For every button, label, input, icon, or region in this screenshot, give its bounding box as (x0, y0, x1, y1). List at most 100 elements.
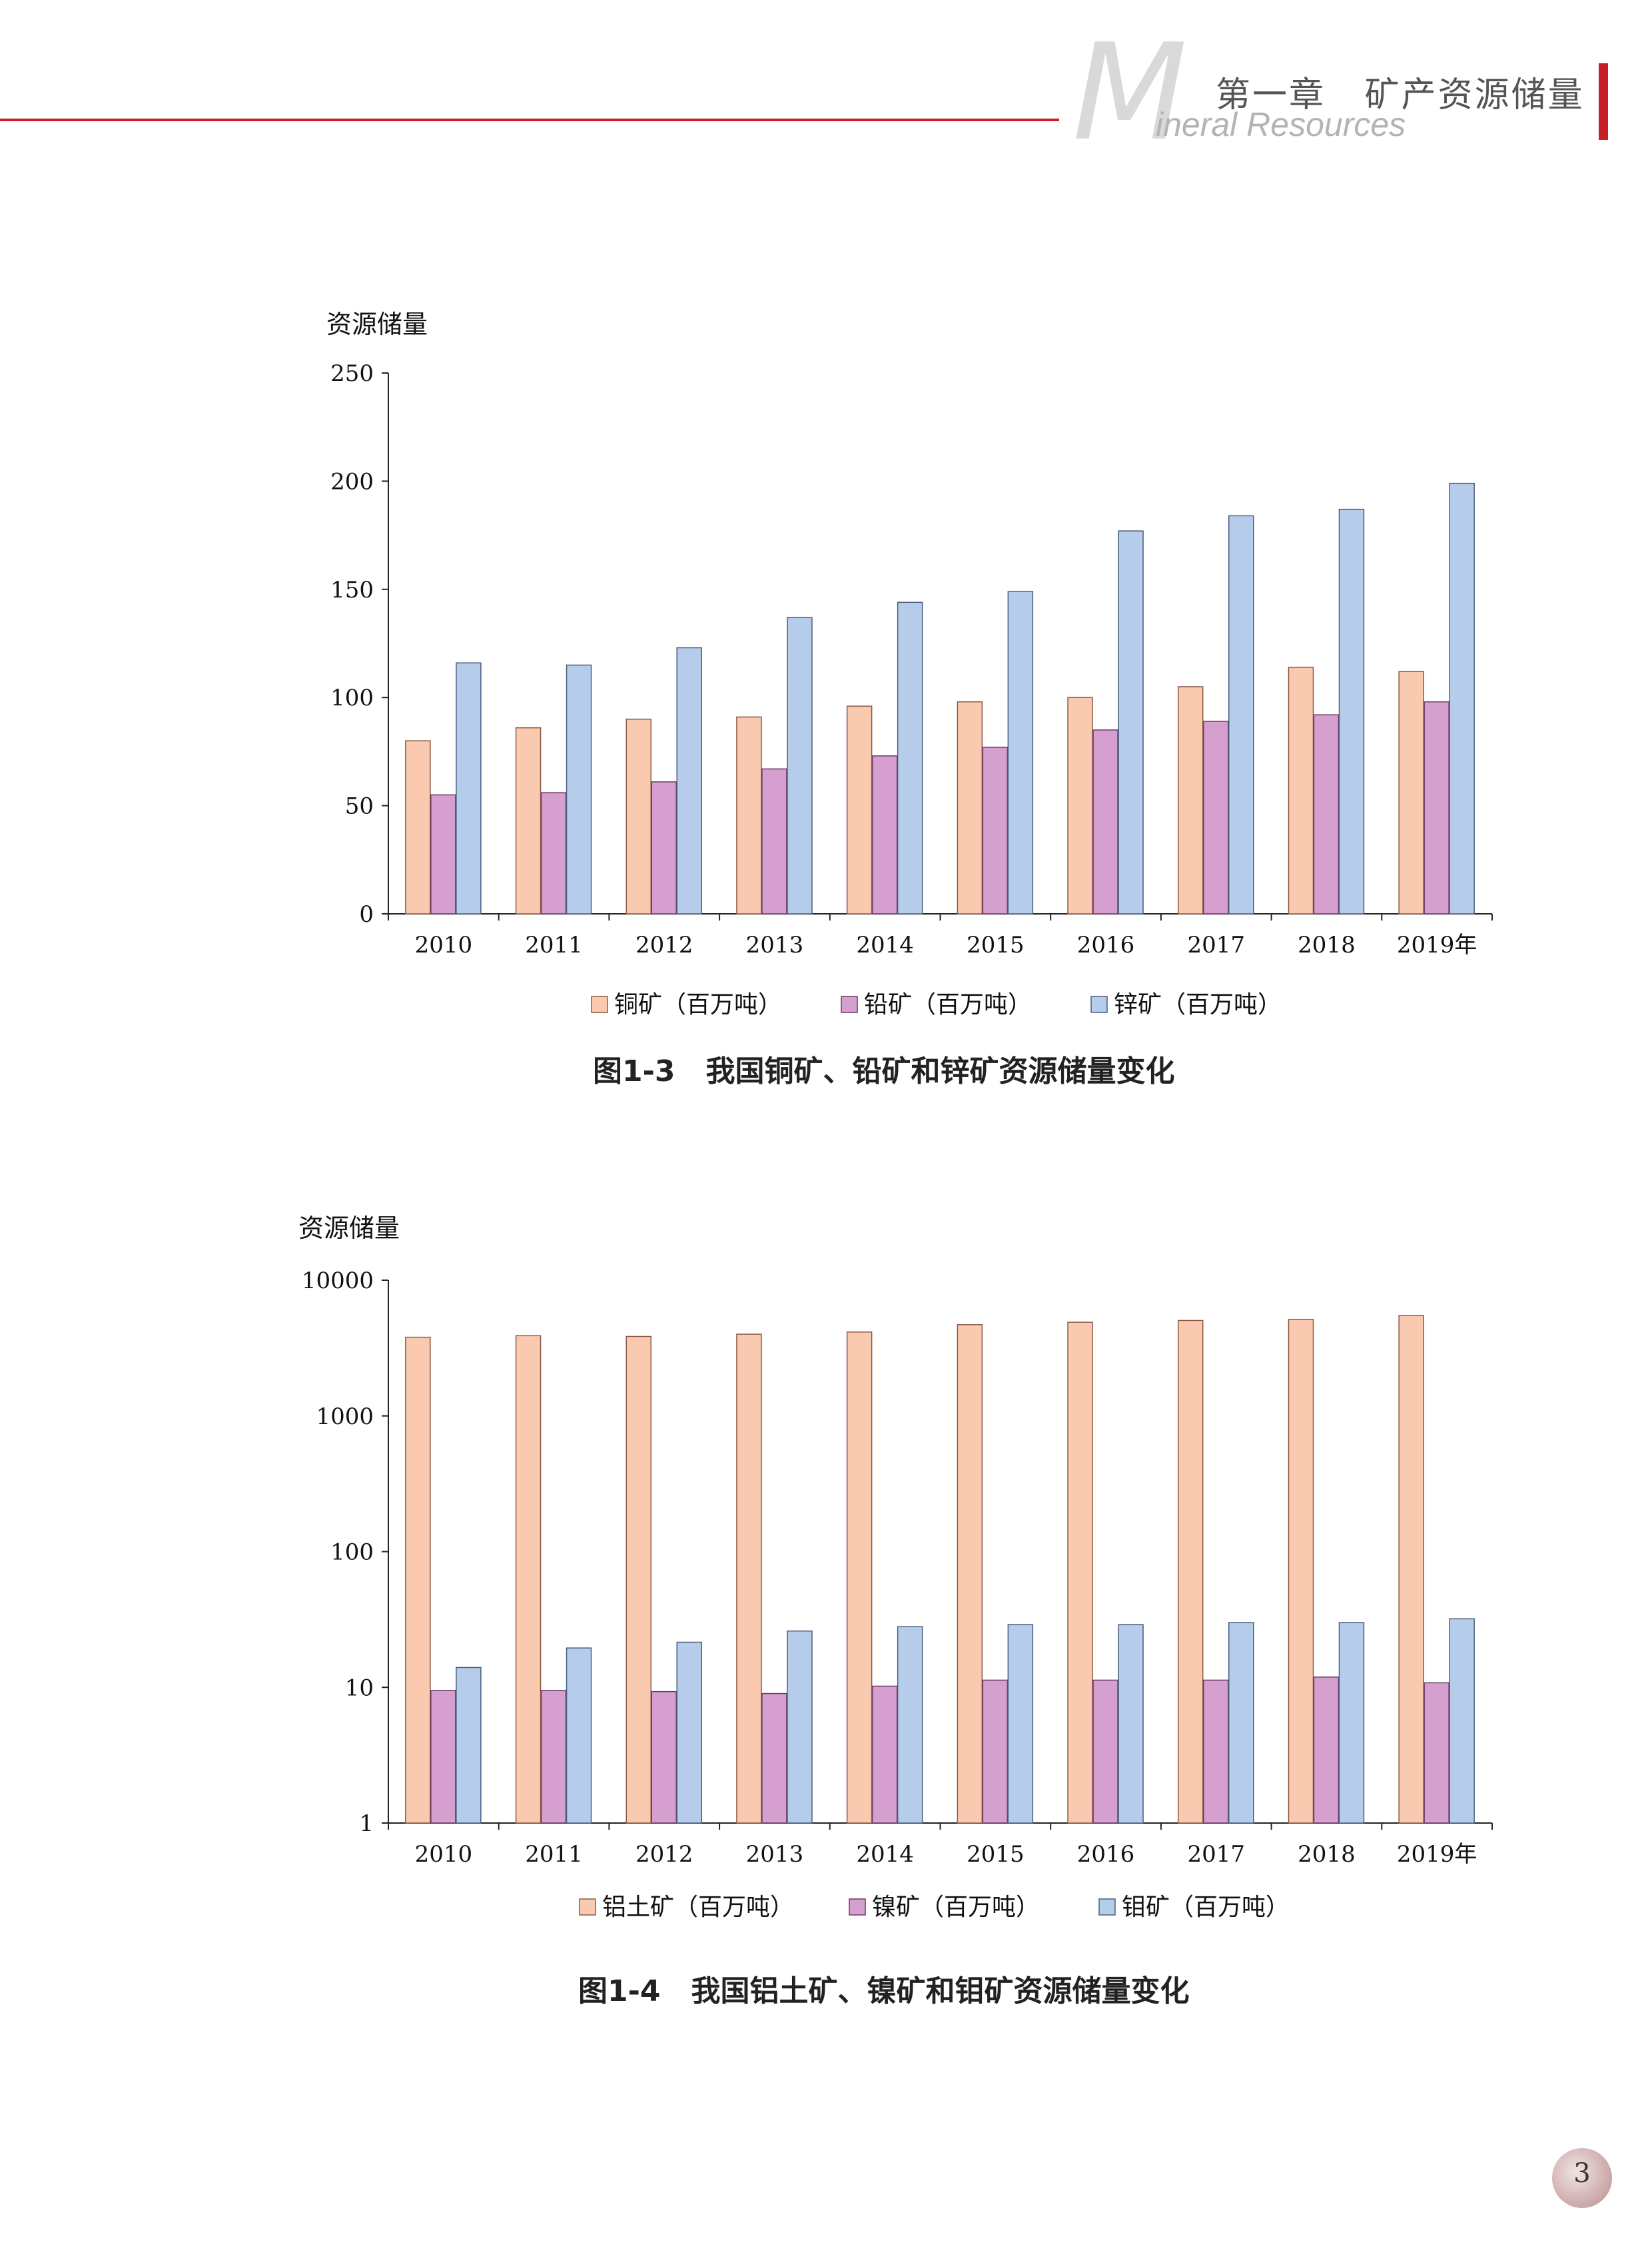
page-number-badge (1552, 2148, 1612, 2208)
bar-3 (676, 647, 702, 915)
legend-swatch (1090, 996, 1108, 1013)
bar-1 (1067, 1321, 1093, 1824)
legend-label: 铅矿（百万吨） (864, 991, 1032, 1018)
legend-swatch (849, 1898, 866, 1916)
bar-3 (1007, 591, 1034, 915)
bar-1 (957, 1324, 983, 1824)
x-tick-label: 2015 (967, 932, 1025, 958)
y-tick-label: 1000 (316, 1403, 374, 1430)
bar-2 (1203, 1679, 1229, 1824)
x-tick-label: 2015 (967, 1841, 1025, 1868)
bar-1 (1288, 1318, 1314, 1824)
bar-1 (846, 1331, 873, 1824)
x-tick-label: 2013 (746, 932, 804, 958)
y-tick-label: 0 (359, 901, 374, 928)
bar-2 (430, 794, 456, 915)
legend-label: 锌矿（百万吨） (1114, 991, 1282, 1018)
bar-1 (957, 701, 983, 915)
figure-caption-1-3: 图1-3 我国铜矿、铅矿和锌矿资源储量变化 (593, 1054, 1175, 1088)
bar-1 (1398, 671, 1424, 915)
x-tick-label: 2018 (1298, 1841, 1356, 1868)
legend-label: 镍矿（百万吨） (872, 1894, 1040, 1921)
bar-1 (405, 1336, 431, 1824)
bar-3 (1228, 515, 1254, 915)
bar-2 (1313, 1677, 1340, 1824)
x-tick-label: 2012 (635, 932, 693, 958)
bar-3 (1228, 1622, 1254, 1824)
bar-3 (1007, 1624, 1034, 1824)
bar-3 (1449, 1618, 1475, 1824)
header-accent-bar (1599, 63, 1608, 140)
legend-swatch (591, 996, 608, 1013)
x-tick-label: 2016 (1077, 1841, 1135, 1868)
header-subtitle: ineral Resources (1156, 106, 1406, 143)
bar-3 (1118, 530, 1144, 915)
bar-3 (566, 664, 592, 915)
bar-2 (871, 755, 898, 915)
bar-2 (540, 1690, 567, 1824)
bar-1 (1178, 686, 1204, 915)
bar-3 (787, 617, 813, 915)
x-tick-label: 2019年 (1397, 1841, 1477, 1868)
x-tick-label: 2013 (746, 1841, 804, 1868)
header-rule (0, 119, 1059, 121)
chapter-title: 第一章 矿产资源储量 (1216, 75, 1585, 115)
bar-3 (787, 1630, 813, 1824)
figure-caption-1-4: 图1-4 我国铝土矿、镍矿和钼矿资源储量变化 (578, 1974, 1190, 2008)
bar-3 (897, 1626, 923, 1824)
chart-copper-lead-zinc: 资源储量 0 50 100 150 200 250 2010 2011 2012 2013 2014 2… (326, 310, 1493, 1018)
x-tick-label: 2014 (856, 1841, 914, 1868)
y-tick-label: 50 (345, 793, 374, 820)
y-tick-label: 250 (330, 360, 374, 387)
y-axis-label: 资源储量 (298, 1214, 400, 1243)
bar-3 (456, 662, 482, 915)
bar-3 (676, 1641, 702, 1824)
y-tick-label: 150 (330, 577, 374, 603)
y-tick-label: 10 (345, 1675, 374, 1701)
bar-1 (515, 727, 542, 915)
bar-1 (1398, 1315, 1424, 1824)
bar-1 (736, 1333, 762, 1824)
x-tick-label: 2017 (1187, 1841, 1245, 1868)
x-tick-label: 2011 (525, 1841, 583, 1868)
bar-3 (566, 1647, 592, 1824)
bar-2 (430, 1690, 456, 1824)
y-tick-label: 100 (330, 685, 374, 711)
bar-2 (1203, 721, 1229, 915)
legend-swatch (579, 1898, 596, 1916)
legend-swatch (1098, 1898, 1116, 1916)
bar-3 (1338, 1622, 1365, 1824)
x-tick-label: 2014 (856, 932, 914, 958)
y-axis-label: 资源储量 (326, 310, 428, 339)
x-tick-label: 2010 (415, 932, 473, 958)
page-number: 3 (1573, 2158, 1591, 2189)
bar-3 (897, 601, 923, 915)
y-tick-label: 200 (330, 468, 374, 495)
y-tick-label: 100 (330, 1539, 374, 1566)
bar-1 (736, 716, 762, 915)
bar-2 (1092, 729, 1118, 915)
bar-2 (1424, 701, 1449, 915)
bar-1 (625, 1335, 651, 1824)
bar-2 (982, 747, 1009, 915)
bar-1 (846, 705, 873, 915)
bar-1 (1288, 666, 1314, 915)
x-tick-label: 2010 (415, 1841, 473, 1868)
legend-label: 铝土矿（百万吨） (602, 1894, 794, 1921)
legend-label: 钼矿（百万吨） (1122, 1894, 1290, 1921)
y-tick-label: 1 (359, 1810, 374, 1837)
bar-2 (540, 792, 567, 915)
x-tick-label: 2017 (1187, 932, 1245, 958)
bar-1 (515, 1335, 542, 1824)
bar-1 (625, 718, 651, 915)
bar-3 (1338, 508, 1365, 915)
header-logo-letter: M (1072, 15, 1188, 171)
x-tick-label: 2018 (1298, 932, 1356, 958)
bar-1 (1178, 1319, 1204, 1824)
bar-2 (761, 1692, 787, 1824)
y-tick-label: 10000 (302, 1268, 374, 1294)
chart-bauxite-nickel-molybdenum: 资源储量 1 10 100 1000 10000 2010 2011 2012 2013 2014 2… (298, 1214, 1493, 1921)
bar-2 (1313, 714, 1340, 915)
bar-2 (651, 1690, 677, 1824)
legend-label: 铜矿（百万吨） (614, 991, 782, 1018)
